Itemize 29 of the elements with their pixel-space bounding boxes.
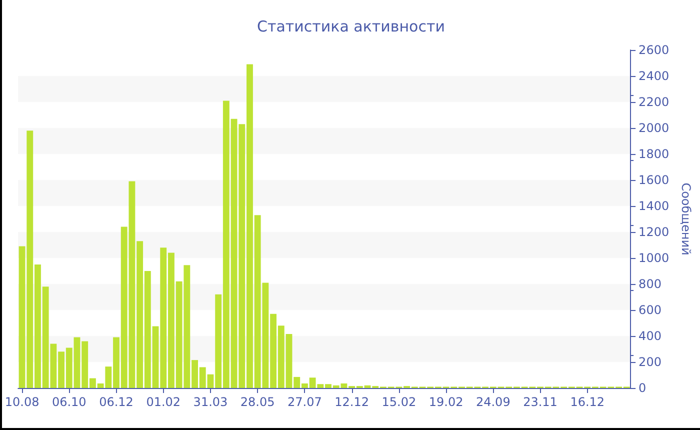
chart-title: Статистика активности: [257, 18, 445, 36]
y-tick-label: 2400: [638, 69, 670, 83]
x-tick-label: 31.03: [193, 395, 228, 409]
y-tick-label: 1800: [638, 147, 670, 161]
x-tick-label: 01.02: [146, 395, 181, 409]
y-tick-label: 0: [638, 381, 646, 395]
y-tick-label: 1400: [638, 199, 670, 213]
x-tick-label: 23.11: [523, 395, 558, 409]
x-tick-label: 06.12: [99, 395, 134, 409]
y-axis-title: Сообщений: [679, 182, 693, 256]
y-tick-label: 400: [638, 329, 662, 343]
y-tick-label: 800: [638, 277, 662, 291]
x-tick-label: 10.08: [4, 395, 40, 409]
x-tick-label: 24.09: [476, 395, 510, 409]
y-tick-label: 1200: [638, 225, 670, 239]
x-tick-label: 06.10: [52, 395, 86, 409]
x-tick-label: 15.02: [382, 395, 416, 409]
y-tick-label: 200: [638, 355, 662, 369]
x-tick-label: 28.05: [240, 395, 275, 409]
x-tick-label: 16.12: [570, 395, 605, 409]
y-tick-label: 2200: [638, 95, 670, 109]
y-tick-label: 1000: [638, 251, 670, 265]
x-tick-label: 12.12: [334, 395, 369, 409]
x-tick-label: 27.07: [288, 395, 322, 409]
y-tick-label: 1600: [638, 173, 670, 187]
x-tick-label: 19.02: [428, 395, 464, 409]
y-tick-label: 2600: [638, 43, 670, 57]
y-tick-label: 600: [638, 303, 662, 317]
y-tick-label: 2000: [638, 121, 670, 135]
